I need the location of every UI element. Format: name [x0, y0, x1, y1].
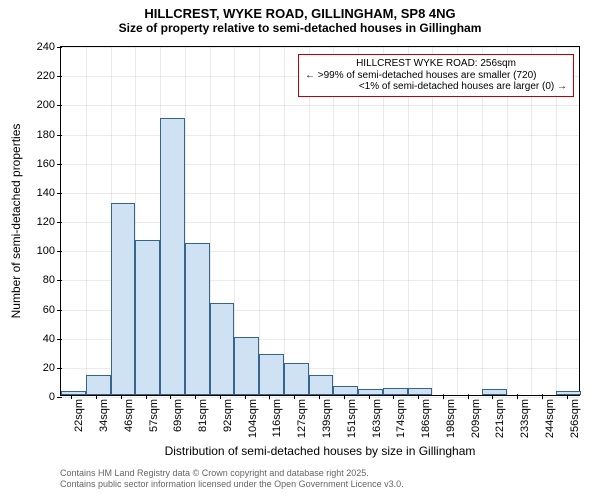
annotation-line-3: <1% of semi-detached houses are larger (… — [305, 81, 567, 93]
x-axis-label: Distribution of semi-detached houses by … — [165, 444, 476, 458]
histogram-bar — [358, 389, 383, 395]
x-tick: 57sqm — [148, 395, 160, 432]
chart-container: HILLCREST, WYKE ROAD, GILLINGHAM, SP8 4N… — [0, 6, 600, 35]
grid-line-h — [61, 193, 579, 194]
y-tick: 60 — [43, 304, 61, 316]
grid-line-v — [309, 47, 310, 395]
x-tick: 163sqm — [371, 395, 383, 438]
footer-line-2: Contains public sector information licen… — [60, 479, 404, 490]
plot-area: 02040608010012014016018020022024022sqm34… — [60, 46, 580, 396]
histogram-bar — [482, 389, 507, 395]
histogram-bar — [86, 375, 111, 395]
x-tick: 116sqm — [271, 395, 283, 437]
chart-title: HILLCREST, WYKE ROAD, GILLINGHAM, SP8 4N… — [0, 6, 600, 21]
histogram-bar — [185, 243, 210, 395]
chart-subtitle: Size of property relative to semi-detach… — [0, 21, 600, 35]
y-tick: 100 — [37, 245, 61, 257]
histogram-bar — [160, 118, 185, 395]
grid-line-v — [432, 47, 433, 395]
grid-line-v — [259, 47, 260, 395]
grid-line-h — [61, 164, 579, 165]
y-tick: 160 — [37, 158, 61, 170]
histogram-bar — [234, 337, 259, 395]
x-tick: 127sqm — [296, 395, 308, 438]
grid-line-v — [457, 47, 458, 395]
grid-line-v — [383, 47, 384, 395]
x-tick: 104sqm — [247, 395, 259, 438]
grid-line-h — [61, 135, 579, 136]
histogram-bar — [61, 391, 86, 395]
annotation-line-2: ← >99% of semi-detached houses are small… — [305, 70, 567, 82]
x-tick: 81sqm — [197, 395, 209, 432]
x-tick: 186sqm — [420, 395, 432, 438]
footer-text: Contains HM Land Registry data © Crown c… — [60, 468, 404, 490]
x-tick: 198sqm — [445, 395, 457, 438]
grid-line-v — [333, 47, 334, 395]
histogram-bar — [383, 388, 408, 395]
grid-line-h — [61, 47, 579, 48]
histogram-bar — [111, 203, 136, 396]
histogram-bar — [309, 375, 334, 395]
grid-line-v — [408, 47, 409, 395]
grid-line-v — [556, 47, 557, 395]
x-tick: 46sqm — [123, 395, 135, 432]
grid-line-v — [284, 47, 285, 395]
histogram-bar — [210, 303, 235, 395]
annotation-box: HILLCREST WYKE ROAD: 256sqm ← >99% of se… — [298, 54, 574, 97]
histogram-bar — [259, 354, 284, 395]
x-tick: 92sqm — [222, 395, 234, 432]
x-tick: 256sqm — [569, 395, 581, 438]
y-tick: 240 — [37, 41, 61, 53]
x-tick: 244sqm — [544, 395, 556, 438]
y-axis-label: Number of semi-detached properties — [9, 124, 23, 319]
grid-line-h — [61, 105, 579, 106]
annotation-line-1: HILLCREST WYKE ROAD: 256sqm — [305, 58, 567, 70]
x-tick: 221sqm — [494, 395, 506, 438]
x-tick: 139sqm — [321, 395, 333, 438]
x-tick: 174sqm — [395, 395, 407, 438]
y-tick: 200 — [37, 99, 61, 111]
y-tick: 220 — [37, 70, 61, 82]
x-tick: 34sqm — [98, 395, 110, 432]
histogram-bar — [333, 386, 358, 395]
grid-line-h — [61, 222, 579, 223]
histogram-bar — [556, 391, 581, 395]
y-tick: 0 — [49, 391, 61, 403]
histogram-bar — [135, 240, 160, 395]
x-tick: 69sqm — [172, 395, 184, 432]
x-tick: 22sqm — [73, 395, 85, 432]
x-tick: 209sqm — [470, 395, 482, 438]
x-tick: 233sqm — [519, 395, 531, 438]
y-tick: 140 — [37, 187, 61, 199]
y-tick: 20 — [43, 362, 61, 374]
y-tick: 40 — [43, 333, 61, 345]
grid-line-v — [507, 47, 508, 395]
grid-line-v — [86, 47, 87, 395]
grid-line-v — [358, 47, 359, 395]
x-tick: 151sqm — [346, 395, 358, 438]
histogram-bar — [408, 388, 433, 395]
y-tick: 120 — [37, 216, 61, 228]
y-tick: 180 — [37, 129, 61, 141]
grid-line-v — [531, 47, 532, 395]
footer-line-1: Contains HM Land Registry data © Crown c… — [60, 468, 404, 479]
y-tick: 80 — [43, 274, 61, 286]
histogram-bar — [284, 363, 309, 395]
grid-line-v — [482, 47, 483, 395]
